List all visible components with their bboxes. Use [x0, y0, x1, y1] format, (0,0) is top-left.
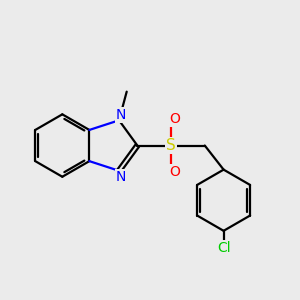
Text: Cl: Cl [217, 241, 230, 255]
Text: O: O [169, 112, 180, 126]
Text: S: S [166, 138, 176, 153]
Text: O: O [169, 165, 180, 179]
Text: N: N [116, 108, 126, 122]
Text: N: N [116, 170, 126, 184]
